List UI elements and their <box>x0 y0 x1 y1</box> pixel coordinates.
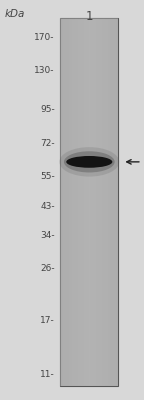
Bar <box>62 18 63 386</box>
Bar <box>110 18 111 386</box>
Bar <box>71 18 72 386</box>
Bar <box>82 18 83 386</box>
Text: 11-: 11- <box>40 370 55 379</box>
Text: 1: 1 <box>86 10 93 23</box>
Text: 17-: 17- <box>40 316 55 325</box>
Bar <box>63 18 64 386</box>
Bar <box>80 18 81 386</box>
Bar <box>65 18 66 386</box>
Bar <box>105 18 106 386</box>
Ellipse shape <box>64 151 115 172</box>
Bar <box>102 18 103 386</box>
Bar <box>100 18 101 386</box>
Bar <box>92 18 93 386</box>
Bar <box>94 18 95 386</box>
Bar <box>117 18 118 386</box>
Text: 34-: 34- <box>40 231 55 240</box>
Bar <box>99 18 100 386</box>
Bar <box>104 18 105 386</box>
Bar <box>88 18 89 386</box>
Bar <box>70 18 71 386</box>
Bar <box>79 18 80 386</box>
Bar <box>77 18 78 386</box>
Bar <box>113 18 114 386</box>
Bar <box>72 18 73 386</box>
Bar <box>86 18 87 386</box>
Bar <box>61 18 62 386</box>
Bar <box>103 18 104 386</box>
Bar <box>106 18 107 386</box>
Text: 95-: 95- <box>40 105 55 114</box>
Bar <box>98 18 99 386</box>
Bar <box>101 18 102 386</box>
Bar <box>90 18 91 386</box>
Bar <box>93 18 94 386</box>
Text: 43-: 43- <box>40 202 55 211</box>
Bar <box>78 18 79 386</box>
Text: 26-: 26- <box>40 264 55 273</box>
Bar <box>68 18 69 386</box>
Bar <box>76 18 77 386</box>
Bar <box>114 18 115 386</box>
Bar <box>109 18 110 386</box>
Bar <box>67 18 68 386</box>
Ellipse shape <box>66 156 112 168</box>
Bar <box>91 18 92 386</box>
Bar <box>89 18 90 386</box>
Bar <box>60 18 61 386</box>
Text: 170-: 170- <box>34 34 55 42</box>
Bar <box>107 18 108 386</box>
Bar <box>73 18 74 386</box>
Bar <box>85 18 86 386</box>
Bar <box>64 18 65 386</box>
Bar <box>84 18 85 386</box>
Bar <box>115 18 116 386</box>
Bar <box>75 18 76 386</box>
Ellipse shape <box>59 147 119 176</box>
Bar <box>60 18 118 386</box>
Bar <box>66 18 67 386</box>
Bar <box>81 18 82 386</box>
Bar <box>83 18 84 386</box>
Bar <box>111 18 112 386</box>
Bar <box>97 18 98 386</box>
Text: 55-: 55- <box>40 172 55 181</box>
Text: kDa: kDa <box>4 9 25 19</box>
Bar <box>112 18 113 386</box>
Bar <box>74 18 75 386</box>
Text: 72-: 72- <box>40 139 55 148</box>
Bar <box>96 18 97 386</box>
Bar <box>95 18 96 386</box>
Bar <box>87 18 88 386</box>
Bar <box>69 18 70 386</box>
Text: 130-: 130- <box>34 66 55 76</box>
Bar <box>116 18 117 386</box>
Bar <box>108 18 109 386</box>
